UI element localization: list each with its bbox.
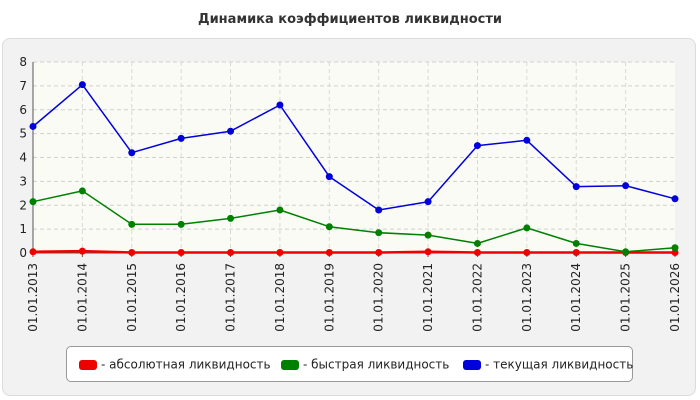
data-point xyxy=(276,206,284,214)
data-point xyxy=(78,187,86,195)
data-point xyxy=(375,206,383,214)
series-line-1 xyxy=(32,190,676,253)
data-point xyxy=(276,249,284,257)
legend-swatch-red xyxy=(79,359,97,370)
x-tick-label: 01.01.2018 xyxy=(273,263,287,332)
x-tick-label: 01.01.2013 xyxy=(26,263,40,332)
x-tick-label: 01.01.2022 xyxy=(470,263,484,332)
data-point xyxy=(325,173,333,181)
data-point xyxy=(227,249,235,257)
data-point xyxy=(29,248,37,256)
y-tick-label: 2 xyxy=(19,198,27,212)
data-point xyxy=(227,127,235,135)
data-point xyxy=(128,220,136,228)
data-point xyxy=(276,101,284,109)
y-tick-label: 1 xyxy=(19,222,27,236)
legend-swatch-blue xyxy=(463,359,481,370)
data-point xyxy=(671,195,679,203)
data-point xyxy=(128,149,136,157)
data-point xyxy=(473,239,481,247)
data-point xyxy=(177,249,185,257)
data-point xyxy=(473,142,481,150)
series-line-0 xyxy=(32,249,675,254)
data-point xyxy=(523,136,531,144)
y-tick-label: 3 xyxy=(19,174,27,188)
data-point xyxy=(473,249,481,257)
legend-item-current: - текущая ликвидность xyxy=(463,357,633,372)
data-point xyxy=(177,134,185,142)
data-point xyxy=(622,248,630,256)
data-point xyxy=(375,229,383,237)
legend-item-quick: - быстрая ликвидность xyxy=(281,357,449,372)
y-tick-label: 6 xyxy=(19,103,27,117)
data-point xyxy=(128,249,136,257)
data-point xyxy=(325,223,333,231)
legend-label: - быстрая ликвидность xyxy=(303,357,450,372)
y-tick-label: 8 xyxy=(19,55,27,69)
data-point xyxy=(325,249,333,257)
x-tick-label: 01.01.2017 xyxy=(224,263,238,332)
data-point xyxy=(375,249,383,257)
legend-item-absolute: - абсолютная ликвидность xyxy=(79,357,271,372)
data-point xyxy=(671,244,679,252)
y-tick-label: 5 xyxy=(19,127,27,141)
data-point xyxy=(622,182,630,190)
data-point xyxy=(227,214,235,222)
legend-label: - текущая ликвидность xyxy=(485,357,634,372)
data-point xyxy=(29,122,37,130)
y-tick-label: 4 xyxy=(19,151,27,165)
y-tick-label: 0 xyxy=(19,246,27,260)
legend-label: - абсолютная ликвидность xyxy=(101,357,271,372)
series-line-2 xyxy=(32,83,676,211)
data-point xyxy=(572,249,580,257)
x-tick-label: 01.01.2019 xyxy=(322,263,336,332)
x-tick-label: 01.01.2023 xyxy=(520,263,534,332)
data-point xyxy=(424,231,432,239)
data-point xyxy=(523,249,531,257)
chart-title: Динамика коэффициентов ликвидности xyxy=(198,12,502,27)
y-tick-label: 7 xyxy=(19,79,27,93)
x-tick-label: 01.01.2026 xyxy=(668,263,682,332)
x-tick-label: 01.01.2024 xyxy=(569,263,583,332)
data-point xyxy=(78,247,86,255)
data-point xyxy=(424,198,432,206)
data-point xyxy=(29,198,37,206)
legend: - абсолютная ликвидность - быстрая ликви… xyxy=(66,346,633,382)
data-point xyxy=(572,183,580,191)
legend-swatch-green xyxy=(281,359,299,370)
x-tick-label: 01.01.2014 xyxy=(75,263,89,332)
data-point xyxy=(424,248,432,256)
x-tick-label: 01.01.2020 xyxy=(372,263,386,332)
x-tick-label: 01.01.2016 xyxy=(174,263,188,332)
data-point xyxy=(177,220,185,228)
data-point xyxy=(78,81,86,89)
data-point xyxy=(523,224,531,232)
x-tick-label: 01.01.2015 xyxy=(125,263,139,332)
x-tick-label: 01.01.2021 xyxy=(421,263,435,332)
x-tick-label: 01.01.2025 xyxy=(619,263,633,332)
data-point xyxy=(572,239,580,247)
